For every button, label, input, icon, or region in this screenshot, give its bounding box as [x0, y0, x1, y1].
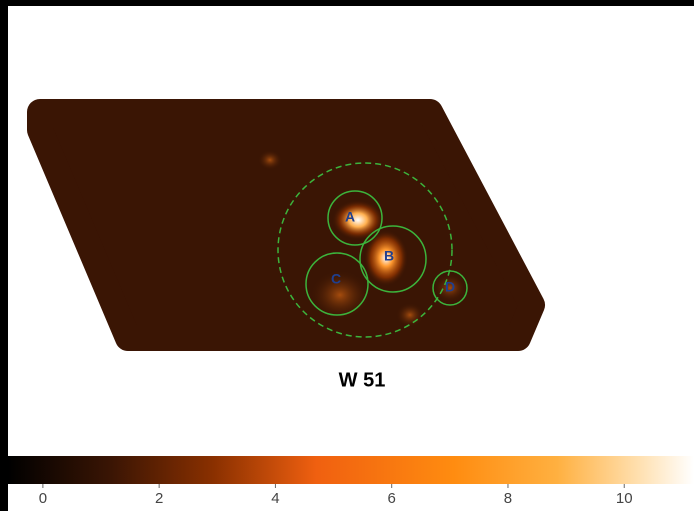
emission [396, 303, 424, 327]
screen: A B C D W 51 0 2 4 6 8 10 [0, 0, 694, 511]
colorbar [8, 456, 694, 484]
left-border [0, 0, 8, 511]
top-border [0, 0, 694, 6]
source-label: C [331, 271, 341, 287]
source-label: D [445, 279, 455, 295]
colorbar-tick-label: 2 [155, 490, 163, 507]
colorbar-tick-label: 6 [388, 490, 396, 507]
count-map [40, 112, 532, 338]
emission [258, 150, 282, 170]
colorbar-tick-label: 10 [616, 490, 633, 507]
colorbar-tick-label: 8 [504, 490, 512, 507]
colorbar-tick-label: 0 [39, 490, 47, 507]
colorbar-tick-label: 4 [271, 490, 279, 507]
image-title: W 51 [339, 369, 386, 391]
source-label: B [384, 248, 394, 264]
source-label: A [345, 209, 355, 225]
